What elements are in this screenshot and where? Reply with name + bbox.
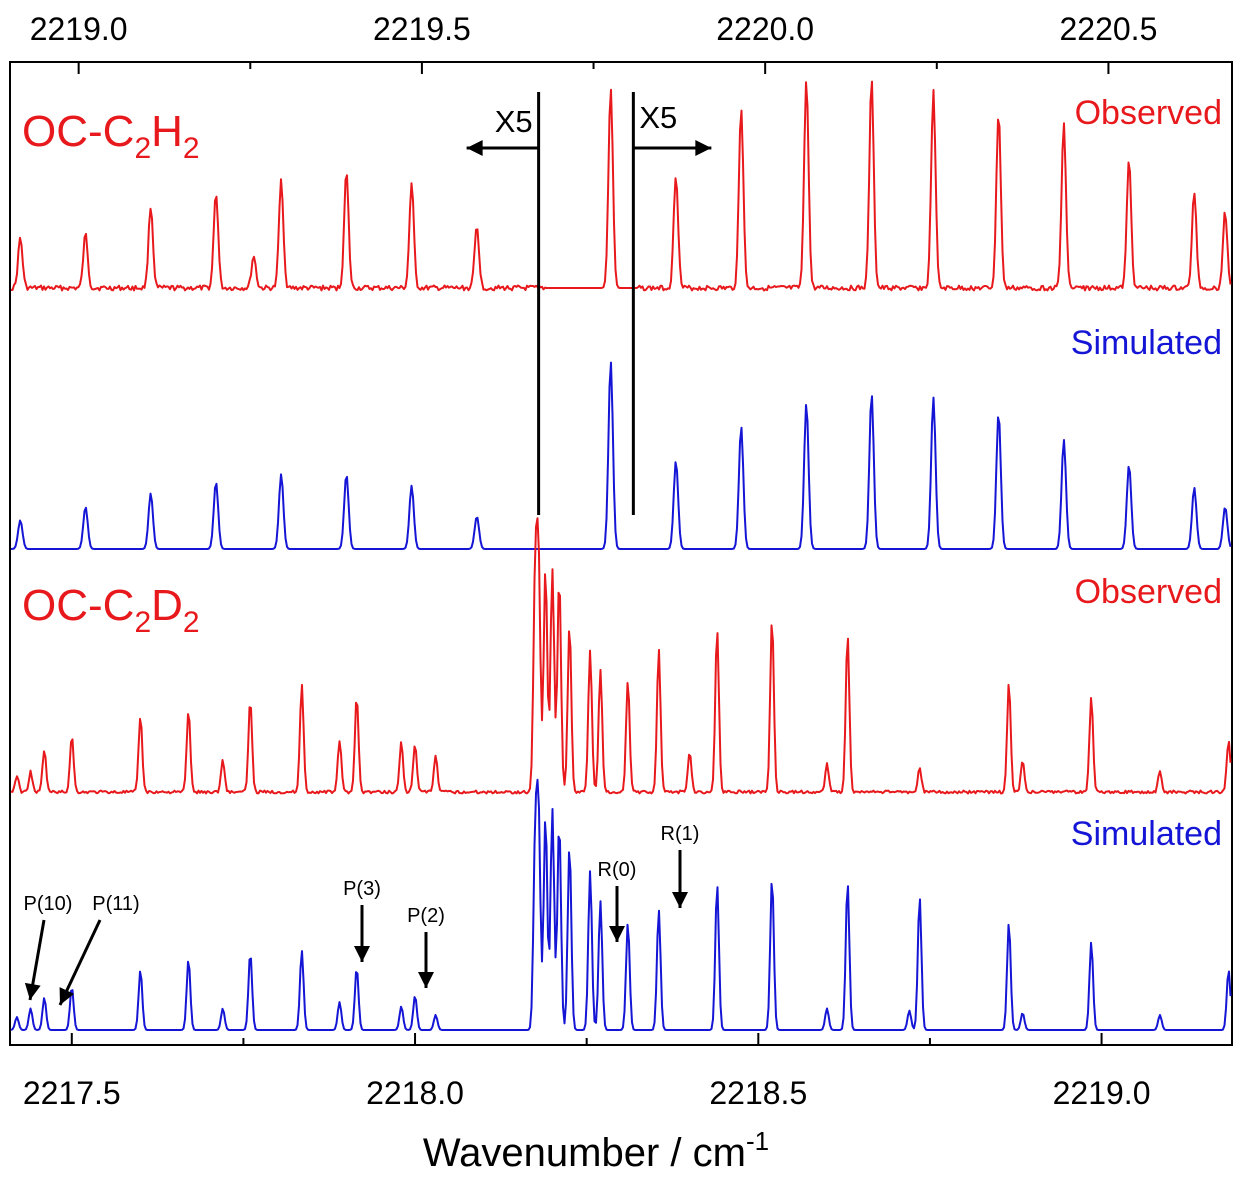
x-axis-label: Wavenumber / cm-1 [423,1126,769,1175]
trace-path [10,80,1232,292]
line-label-p11: P(11) [92,893,139,915]
annotations-layer: X5 X5 P(10) P(11) P(3) P(2) R(0) R(1) [24,92,712,1006]
species-label-h2: OC-C2H2 [22,107,200,165]
bottom-axis-ticks: 2217.5 2218.0 2218.5 2219.0 [23,1033,1151,1111]
trace-observed-h2 [10,77,1232,292]
panel-label-simulated-h2: Simulated [1071,324,1222,362]
top-tick-label: 2219.0 [30,11,128,47]
line-label-r1-arrow-head [672,892,688,908]
line-label-p2-arrow-head [418,972,434,988]
line-label-r1: R(1) [661,823,700,845]
x5-right-arrow-head [695,140,712,156]
line-label-p11-arrow-head [59,987,75,1005]
bottom-tick-label: 2218.0 [366,1075,464,1111]
top-axis-ticks: 2219.0 2219.5 2220.0 2220.5 [30,11,1157,74]
top-tick-label: 2219.5 [373,11,471,47]
trace-path [10,361,1232,550]
top-tick-label: 2220.5 [1059,11,1157,47]
x5-left-label: X5 [495,104,533,139]
line-label-p2: P(2) [407,905,445,927]
trace-simulated-d2 [10,778,1232,1031]
trace-path [10,778,1232,1031]
x5-right-label: X5 [639,100,677,135]
trace-path [10,517,1232,795]
panel-label-simulated-d2: Simulated [1071,815,1222,853]
panel-label-observed-d2: Observed [1075,573,1222,611]
x5-left-arrow-head [466,140,483,156]
line-label-p3-arrow-head [354,946,370,962]
line-label-r0: R(0) [598,859,637,881]
line-label-r0-arrow-head [609,926,625,942]
bottom-tick-label: 2217.5 [23,1075,121,1111]
line-label-p10-arrow-head [24,982,41,1000]
line-label-p10: P(10) [24,893,73,915]
trace-simulated-h2 [10,360,1232,550]
top-tick-label: 2220.0 [716,11,814,47]
panel-label-observed-h2: Observed [1075,94,1222,132]
bottom-tick-label: 2218.5 [709,1075,807,1111]
line-label-p3: P(3) [343,878,381,900]
species-label-d2: OC-C2D2 [22,581,200,639]
bottom-tick-label: 2219.0 [1053,1075,1151,1111]
trace-observed-d2 [10,517,1232,795]
spectrum-traces [10,77,1232,1031]
x-axis-label-superscript: -1 [746,1126,769,1156]
plot-frame [9,61,1233,1046]
